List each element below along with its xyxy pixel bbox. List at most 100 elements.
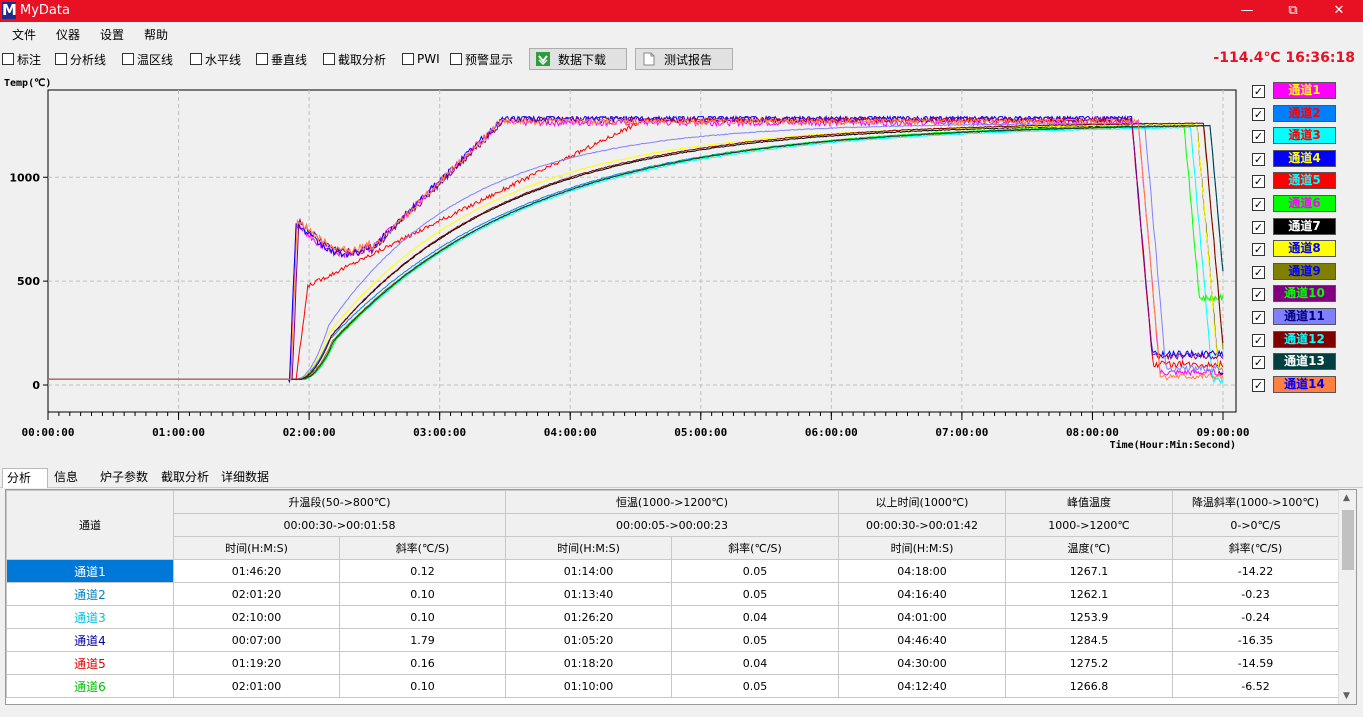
legend-item-12[interactable]: ✓ 通道12 (1250, 330, 1360, 349)
legend-checkbox[interactable]: ✓ (1252, 152, 1265, 166)
legend-item-6[interactable]: ✓ 通道6 (1250, 195, 1360, 213)
value-cell: 04:16:40 (838, 582, 1006, 606)
value-cell: 01:19:20 (173, 651, 340, 675)
column-header: 时间(H:M:S) (173, 536, 340, 560)
group-header: 以上时间(1000℃) (838, 490, 1006, 514)
menu-file[interactable]: 文件 (12, 28, 37, 42)
legend-checkbox[interactable]: ✓ (1252, 333, 1265, 347)
legend-item-9[interactable]: ✓ 通道9 (1250, 262, 1360, 281)
checkbox-pwi[interactable]: PWI (402, 52, 440, 66)
legend-series-label: 通道13 (1273, 353, 1336, 371)
value-cell: 1275.2 (1005, 651, 1173, 675)
legend-item-8[interactable]: ✓ 通道8 (1250, 240, 1360, 258)
legend-item-10[interactable]: ✓ 通道10 (1250, 285, 1360, 303)
tab-info[interactable]: 信息 (54, 470, 79, 484)
table-scrollbar[interactable]: ▲ ▼ (1338, 490, 1356, 704)
legend-item-2[interactable]: ✓ 通道2 (1250, 104, 1360, 123)
value-cell: 02:01:00 (173, 674, 340, 698)
tab-capture-analysis[interactable]: 截取分析 (161, 470, 210, 484)
value-cell: 1284.5 (1005, 628, 1173, 652)
group-range: 1000->1200℃ (1005, 513, 1173, 537)
checkbox-vertical-line[interactable]: 垂直线 (256, 52, 307, 67)
checkbox-horizontal-line[interactable]: 水平线 (190, 52, 241, 67)
legend-checkbox[interactable]: ✓ (1252, 85, 1265, 98)
scroll-up-icon[interactable]: ▲ (1343, 493, 1350, 503)
checkbox-capture-analysis[interactable]: 截取分析 (323, 52, 386, 67)
checkbox-analysis-line[interactable]: 分析线 (55, 52, 106, 67)
app-logo-icon: M (2, 1, 17, 19)
checkbox-zone-line[interactable]: 温区线 (122, 52, 173, 67)
temperature-chart[interactable]: 0 500 1000 00:00:00 01:00:00 02:00:00 03:00:00… (0, 72, 1363, 462)
value-cell: -6.52 (1172, 674, 1339, 698)
legend-checkbox[interactable]: ✓ (1252, 175, 1265, 189)
value-cell: -0.23 (1172, 582, 1339, 606)
x-tick-label: 02:00:00 (283, 426, 336, 439)
legend-item-4[interactable]: ✓ 通道4 (1250, 149, 1360, 168)
legend-checkbox[interactable]: ✓ (1252, 356, 1265, 370)
close-icon[interactable]: ✕ (1333, 3, 1345, 18)
legend-checkbox[interactable]: ✓ (1252, 243, 1265, 257)
x-tick-label: 06:00:00 (805, 426, 858, 439)
column-header: 时间(H:M:S) (838, 536, 1006, 560)
tab-furnace-params[interactable]: 炉子参数 (100, 470, 149, 484)
value-cell: 01:05:20 (505, 628, 672, 652)
value-cell: 02:10:00 (173, 605, 340, 629)
value-cell: -0.24 (1172, 605, 1339, 629)
checkbox-warning-display[interactable]: 预警显示 (450, 52, 513, 67)
table-row[interactable]: 通道3 02:10:00 0.10 01:26:20 0.04 04:01:00 1253.… (6, 605, 1339, 629)
minimize-icon[interactable]: — (1240, 3, 1254, 18)
channel-cell: 通道5 (6, 651, 174, 675)
legend-item-5[interactable]: ✓ 通道5 (1250, 172, 1360, 190)
legend-series-label: 通道5 (1273, 172, 1336, 190)
table-row[interactable]: 通道6 02:01:00 0.10 01:10:00 0.05 04:12:40 1266.… (6, 674, 1339, 698)
scrollbar-thumb[interactable] (1342, 510, 1354, 570)
scroll-down-icon[interactable]: ▼ (1343, 691, 1350, 701)
legend-item-14[interactable]: ✓ 通道14 (1250, 375, 1360, 394)
y-tick-label: 1000 (9, 171, 40, 184)
legend-item-13[interactable]: ✓ 通道13 (1250, 353, 1360, 371)
menu-bar: 文件 仪器 设置 帮助 (0, 22, 1363, 46)
value-cell: -16.35 (1172, 628, 1339, 652)
legend-item-3[interactable]: ✓ 通道3 (1250, 127, 1360, 145)
restore-icon[interactable]: ⧉ (1288, 3, 1298, 18)
tab-analysis[interactable]: 分析 (2, 468, 48, 488)
legend-item-7[interactable]: ✓ 通道7 (1250, 217, 1360, 236)
x-tick-label: 00:00:00 (22, 426, 75, 439)
value-cell: 0.04 (671, 605, 839, 629)
legend-series-label: 通道10 (1273, 285, 1336, 303)
menu-instrument[interactable]: 仪器 (56, 28, 81, 42)
legend-checkbox[interactable]: ✓ (1252, 198, 1265, 211)
legend-checkbox[interactable]: ✓ (1252, 288, 1265, 302)
table-row[interactable]: 通道2 02:01:20 0.10 01:13:40 0.05 04:16:40 1262.… (6, 582, 1339, 606)
legend-checkbox[interactable]: ✓ (1252, 378, 1265, 392)
legend-checkbox[interactable]: ✓ (1252, 107, 1265, 121)
legend-item-11[interactable]: ✓ 通道11 (1250, 308, 1360, 326)
y-axis-label: Temp(℃) (4, 78, 51, 89)
chart-svg[interactable]: 0 500 1000 00:00:00 01:00:00 02:00:00 03:00:00… (0, 72, 1250, 462)
download-data-button[interactable]: 数据下载 (529, 48, 627, 70)
table-row[interactable]: 通道1 01:46:20 0.12 01:14:00 0.05 04:18:00 1267.… (6, 559, 1339, 583)
menu-settings[interactable]: 设置 (100, 28, 125, 42)
legend-series-label: 通道3 (1273, 127, 1336, 145)
value-cell: 01:46:20 (173, 559, 340, 583)
y-tick-label: 0 (32, 379, 40, 392)
table-row[interactable]: 通道5 01:19:20 0.16 01:18:20 0.04 04:30:00 1275.… (6, 651, 1339, 675)
value-cell: 1262.1 (1005, 582, 1173, 606)
value-cell: 1266.8 (1005, 674, 1173, 698)
legend-checkbox[interactable]: ✓ (1252, 265, 1265, 279)
legend-series-label: 通道8 (1273, 240, 1336, 258)
value-cell: 01:18:20 (505, 651, 672, 675)
test-report-button[interactable]: 测试报告 (635, 48, 733, 70)
menu-help[interactable]: 帮助 (144, 28, 169, 42)
legend-series-label: 通道4 (1273, 149, 1336, 167)
tab-detail-data[interactable]: 详细数据 (221, 470, 270, 484)
legend-checkbox[interactable]: ✓ (1252, 130, 1265, 144)
legend-checkbox[interactable]: ✓ (1252, 220, 1265, 234)
legend-checkbox[interactable]: ✓ (1252, 311, 1265, 324)
legend-series-label: 通道9 (1273, 262, 1336, 280)
group-range: 00:00:30->00:01:58 (173, 513, 506, 537)
legend-item-1[interactable]: ✓ 通道1 (1250, 82, 1360, 100)
channel-cell: 通道2 (6, 582, 174, 606)
checkbox-annotate[interactable]: 标注 (2, 52, 41, 67)
table-row[interactable]: 通道4 00:07:00 1.79 01:05:20 0.05 04:46:40 1284.… (6, 628, 1339, 652)
